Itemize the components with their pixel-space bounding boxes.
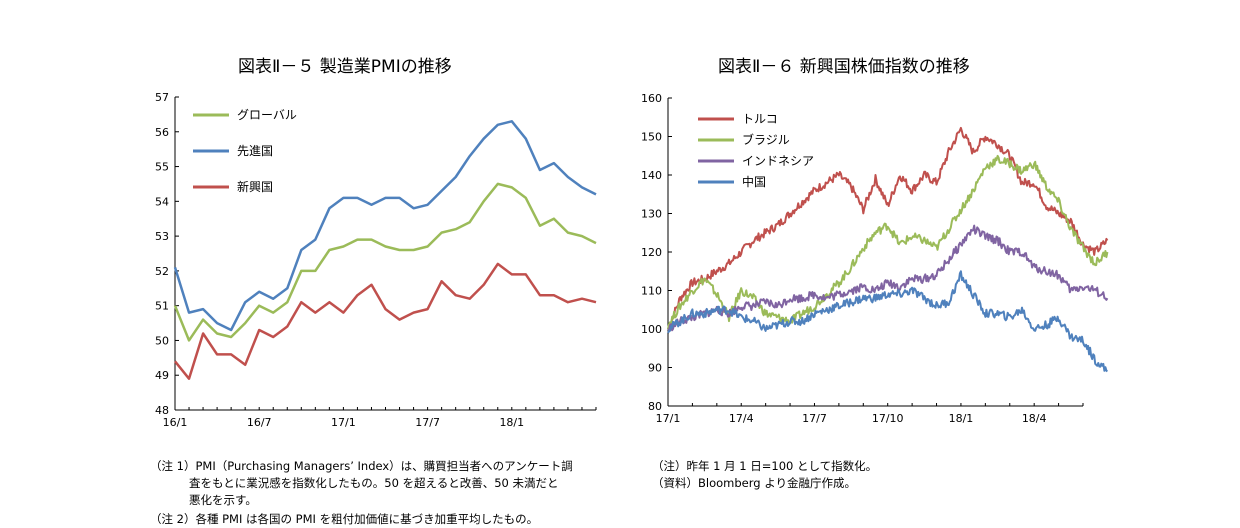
series-line bbox=[667, 270, 1108, 373]
y-tick-label: 55 bbox=[155, 161, 169, 174]
y-tick-label: 48 bbox=[155, 404, 169, 417]
y-tick-label: 110 bbox=[641, 285, 662, 298]
em-stock-note-1: （注）昨年 1 月 1 日=100 として指数化。 bbox=[652, 459, 878, 473]
y-tick-label: 52 bbox=[155, 265, 169, 278]
pmi-note-1: （注 1）PMI（Purchasing Managers’ Index）は、購買… bbox=[150, 459, 573, 473]
x-tick-label: 17/4 bbox=[729, 412, 754, 425]
x-tick-label: 17/1 bbox=[656, 412, 681, 425]
y-tick-label: 90 bbox=[648, 362, 662, 375]
x-tick-label: 16/1 bbox=[163, 416, 188, 429]
legend-label: 新興国 bbox=[237, 179, 273, 194]
series-line bbox=[667, 126, 1109, 330]
legend-label: 中国 bbox=[742, 174, 766, 189]
series-line bbox=[667, 154, 1109, 330]
x-tick-label: 17/7 bbox=[802, 412, 827, 425]
legend-label: トルコ bbox=[742, 112, 778, 126]
y-tick-label: 54 bbox=[155, 195, 169, 208]
y-tick-label: 56 bbox=[155, 126, 169, 139]
series-line bbox=[174, 262, 597, 380]
y-tick-label: 49 bbox=[155, 369, 169, 382]
y-tick-label: 150 bbox=[641, 131, 662, 144]
legend-label: インドネシア bbox=[742, 154, 814, 168]
x-tick-label: 17/10 bbox=[872, 412, 904, 425]
x-tick-label: 18/1 bbox=[499, 416, 524, 429]
legend-label: 先進国 bbox=[237, 144, 273, 158]
legend-label: グローバル bbox=[237, 108, 297, 122]
em-stock-chart: 80 90 100 110 120 130 140 150 160 17/1 17/4 17/7 17/… bbox=[641, 92, 1109, 425]
pmi-note-2: 査をもとに業況感を指数化したもの。50 を超えると改善、50 未満だと bbox=[189, 476, 559, 490]
y-tick-label: 50 bbox=[155, 334, 169, 347]
em-stock-chart-title: 図表Ⅱ－６ 新興国株価指数の推移 bbox=[718, 57, 970, 77]
y-tick-label: 80 bbox=[648, 400, 662, 413]
x-tick-label: 18/4 bbox=[1022, 412, 1047, 425]
pmi-chart: 48 49 50 51 52 53 54 55 56 57 16/1 16/7 17/1 17/7 18/1… bbox=[155, 91, 597, 429]
y-tick-label: 100 bbox=[641, 323, 662, 336]
x-tick-label: 17/1 bbox=[331, 416, 356, 429]
y-tick-label: 120 bbox=[641, 246, 662, 259]
y-tick-label: 57 bbox=[155, 91, 169, 104]
y-tick-label: 160 bbox=[641, 92, 662, 105]
x-tick-label: 16/7 bbox=[247, 416, 272, 429]
legend-label: ブラジル bbox=[742, 132, 790, 147]
y-tick-label: 130 bbox=[641, 208, 662, 221]
series-line bbox=[173, 182, 597, 342]
pmi-note-3: 悪化を示す。 bbox=[189, 493, 257, 507]
em-stock-note-2: （資料）Bloomberg より金融庁作成。 bbox=[652, 476, 856, 490]
y-tick-label: 140 bbox=[641, 169, 662, 182]
y-tick-label: 53 bbox=[155, 230, 169, 243]
x-tick-label: 17/7 bbox=[415, 416, 440, 429]
series-line bbox=[173, 120, 597, 332]
pmi-chart-title: 図表Ⅱ－５ 製造業PMIの推移 bbox=[238, 57, 452, 77]
y-tick-label: 51 bbox=[155, 300, 169, 313]
pmi-note-4: （注 2）各種 PMI は各国の PMI を粗付加価値に基づき加重平均したもの。 bbox=[150, 512, 539, 526]
x-tick-label: 18/1 bbox=[949, 412, 974, 425]
series-line bbox=[667, 224, 1109, 332]
